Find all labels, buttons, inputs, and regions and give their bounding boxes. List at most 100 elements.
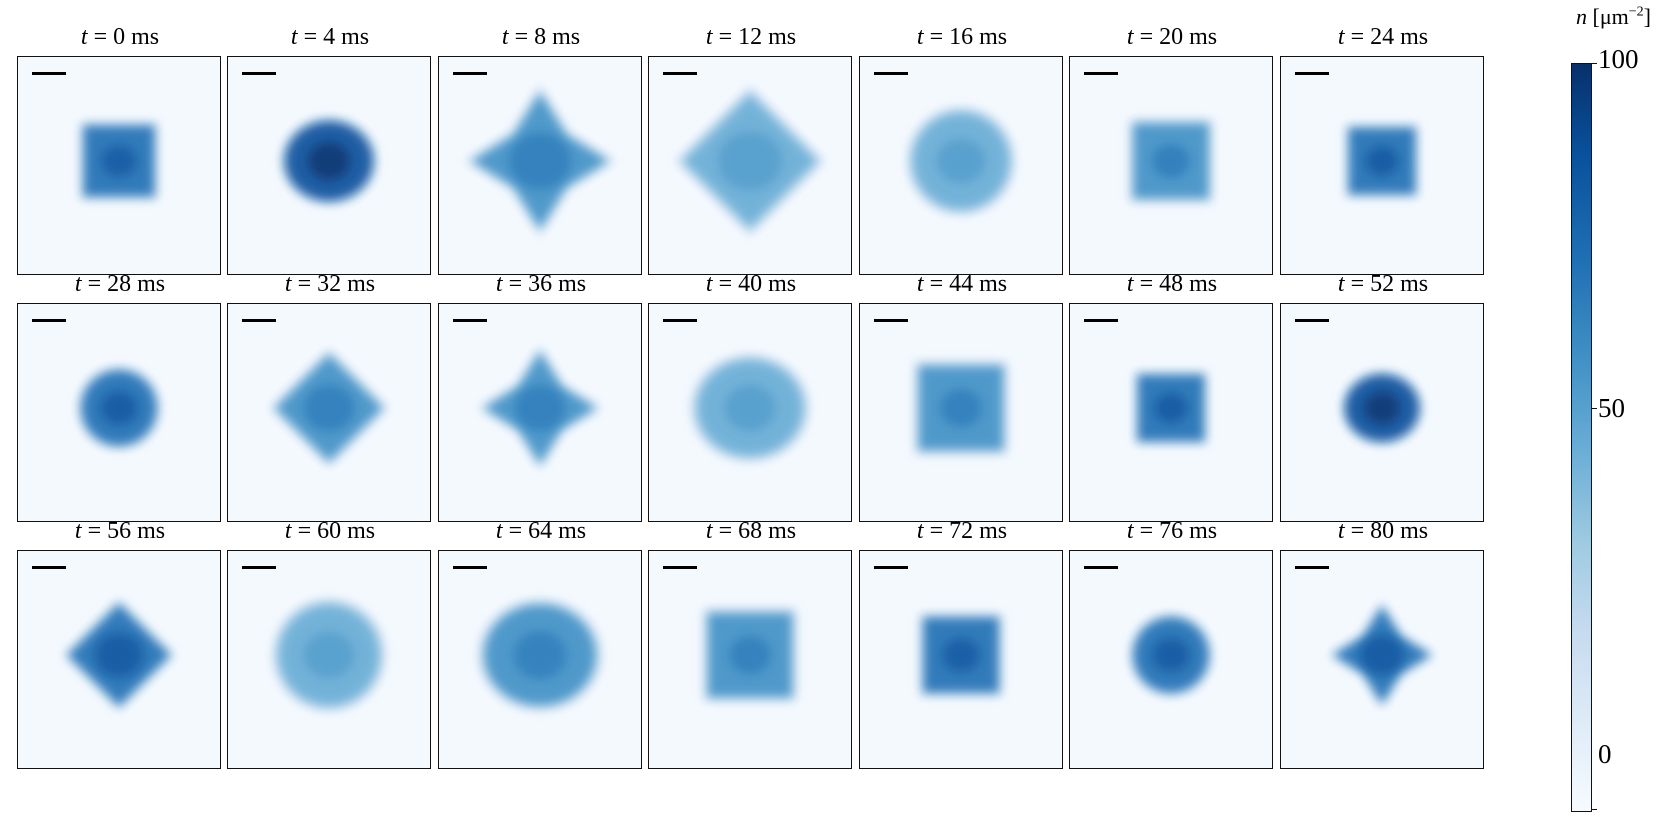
time-variable: t — [284, 271, 292, 297]
snapshot-panel: t = 56 ms — [17, 514, 223, 774]
panel-title: t = 32 ms — [227, 269, 433, 299]
density-image — [1280, 303, 1484, 522]
colorbar-label-max: 100 — [1598, 44, 1639, 74]
scale-bar — [1295, 72, 1329, 75]
time-value: = 12 ms — [712, 24, 797, 50]
scale-bar — [242, 319, 276, 322]
density-image — [648, 56, 852, 275]
snapshot-panel: t = 60 ms — [227, 514, 433, 774]
colorbar-tick-mid — [1591, 408, 1597, 410]
time-value: = 24 ms — [1344, 24, 1429, 50]
scale-bar — [242, 566, 276, 569]
scale-bar — [1295, 319, 1329, 322]
scale-bar — [663, 566, 697, 569]
time-value: = 76 ms — [1133, 518, 1218, 544]
density-image — [859, 303, 1063, 522]
density-image — [859, 550, 1063, 769]
time-value: = 20 ms — [1133, 24, 1218, 50]
time-value: = 56 ms — [81, 518, 166, 544]
density-image — [859, 56, 1063, 275]
colorbar-variable: n — [1576, 4, 1587, 29]
time-variable: t — [80, 24, 88, 50]
density-image — [648, 303, 852, 522]
panel-title: t = 24 ms — [1280, 22, 1486, 52]
panel-title: t = 56 ms — [17, 516, 223, 546]
time-variable: t — [705, 24, 713, 50]
snapshot-panel: t = 68 ms — [648, 514, 854, 774]
time-value: = 32 ms — [291, 271, 376, 297]
colorbar-tick-max — [1591, 63, 1597, 65]
time-variable: t — [916, 518, 924, 544]
scale-bar — [663, 72, 697, 75]
snapshot-panel: t = 64 ms — [438, 514, 644, 774]
panel-title: t = 48 ms — [1069, 269, 1275, 299]
panel-title: t = 12 ms — [648, 22, 854, 52]
colorbar-unit-close: ] — [1643, 4, 1651, 29]
time-variable: t — [1337, 24, 1345, 50]
time-value: = 60 ms — [291, 518, 376, 544]
colorbar-label-mid: 50 — [1598, 393, 1625, 423]
time-variable: t — [501, 24, 509, 50]
time-variable: t — [495, 271, 503, 297]
density-image — [227, 550, 431, 769]
snapshot-panel: t = 24 ms — [1280, 20, 1486, 280]
panel-title: t = 80 ms — [1280, 516, 1486, 546]
snapshot-panel: t = 76 ms — [1069, 514, 1275, 774]
panel-title: t = 0 ms — [17, 22, 223, 52]
time-value: = 0 ms — [87, 24, 160, 50]
panel-title: t = 16 ms — [859, 22, 1065, 52]
time-variable: t — [916, 24, 924, 50]
time-variable: t — [495, 518, 503, 544]
density-image — [17, 303, 221, 522]
snapshot-panel: t = 0 ms — [17, 20, 223, 280]
snapshot-panel: t = 4 ms — [227, 20, 433, 280]
panel-title: t = 20 ms — [1069, 22, 1275, 52]
panel-title: t = 44 ms — [859, 269, 1065, 299]
scale-bar — [453, 566, 487, 569]
snapshot-panel: t = 12 ms — [648, 20, 854, 280]
density-image — [227, 56, 431, 275]
time-variable: t — [1126, 518, 1134, 544]
colorbar-label-min: 0 — [1598, 739, 1612, 769]
scale-bar — [874, 72, 908, 75]
colorbar-gradient — [1571, 63, 1592, 812]
scale-bar — [1084, 319, 1118, 322]
scale-bar — [1084, 566, 1118, 569]
time-variable: t — [1126, 24, 1134, 50]
density-image — [438, 56, 642, 275]
time-value: = 36 ms — [502, 271, 587, 297]
colorbar-tick-min — [1591, 809, 1597, 811]
time-value: = 52 ms — [1344, 271, 1429, 297]
time-variable: t — [705, 518, 713, 544]
density-image — [1069, 303, 1273, 522]
panel-title: t = 72 ms — [859, 516, 1065, 546]
density-image — [1069, 550, 1273, 769]
snapshot-panel: t = 40 ms — [648, 267, 854, 527]
scale-bar — [663, 319, 697, 322]
time-value: = 64 ms — [502, 518, 587, 544]
time-variable: t — [1337, 271, 1345, 297]
time-value: = 80 ms — [1344, 518, 1429, 544]
panel-title: t = 64 ms — [438, 516, 644, 546]
time-value: = 40 ms — [712, 271, 797, 297]
snapshot-panel: t = 36 ms — [438, 267, 644, 527]
density-image — [17, 550, 221, 769]
scale-bar — [874, 319, 908, 322]
panel-title: t = 40 ms — [648, 269, 854, 299]
time-value: = 48 ms — [1133, 271, 1218, 297]
panel-title: t = 68 ms — [648, 516, 854, 546]
scale-bar — [32, 319, 66, 322]
snapshot-panel: t = 52 ms — [1280, 267, 1486, 527]
density-image — [438, 303, 642, 522]
scale-bar — [242, 72, 276, 75]
time-value: = 4 ms — [297, 24, 370, 50]
colorbar-unit-label: n [μm−2] — [1576, 4, 1651, 30]
density-image — [1280, 550, 1484, 769]
scale-bar — [1084, 72, 1118, 75]
scale-bar — [453, 72, 487, 75]
colorbar: n [μm−2] 100 50 0 — [1570, 0, 1661, 820]
density-image — [227, 303, 431, 522]
panel-title: t = 76 ms — [1069, 516, 1275, 546]
panel-title: t = 52 ms — [1280, 269, 1486, 299]
time-variable: t — [1126, 271, 1134, 297]
